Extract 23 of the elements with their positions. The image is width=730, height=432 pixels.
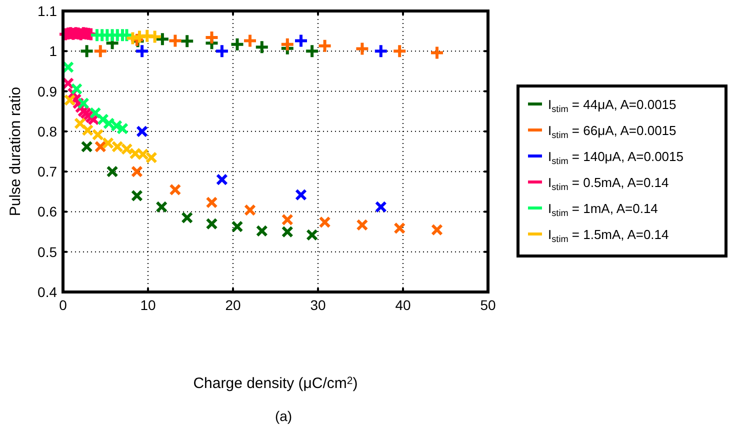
y-tick-label: 1 xyxy=(49,43,58,60)
legend-label: I$_{stim}$ = 140μA, A=0.0015 xyxy=(548,149,684,166)
x-tick-label: 20 xyxy=(225,297,241,313)
y-tick-label: 0.7 xyxy=(38,164,58,180)
text: (a) xyxy=(274,408,292,424)
legend-label: I$_{stim}$ = 1mA, A=0.14 xyxy=(548,201,658,218)
x-tick-label: 30 xyxy=(310,297,326,313)
legend-label: I$_{stim}$ = 0.5mA, A=0.14 xyxy=(548,175,669,192)
y-tick-label: 0.8 xyxy=(38,123,58,140)
y-tick-label: 0.6 xyxy=(38,204,58,220)
legend-label: I$_{stim}$ = 44μA, A=0.0015 xyxy=(548,97,676,114)
x-tick-label: 50 xyxy=(480,297,496,313)
x-tick-label: 10 xyxy=(140,297,156,313)
x-tick-label: 40 xyxy=(395,297,411,313)
legend-label: I$_{stim}$ = 1.5mA, A=0.14 xyxy=(548,227,669,244)
y-axis-title: Pulse duration ratio xyxy=(7,86,24,216)
y-tick-label: 0.9 xyxy=(38,83,58,100)
y-tick-label: 1.1 xyxy=(38,3,58,19)
y-tick-label: 0.4 xyxy=(38,284,58,300)
x-tick-label: 0 xyxy=(59,297,68,313)
y-tick-label: 0.5 xyxy=(38,244,58,260)
legend-label: I$_{stim}$ = 66μA, A=0.0015 xyxy=(548,123,676,140)
x-axis-title: Charge density (μC/cm$^{2}$) xyxy=(193,374,358,392)
